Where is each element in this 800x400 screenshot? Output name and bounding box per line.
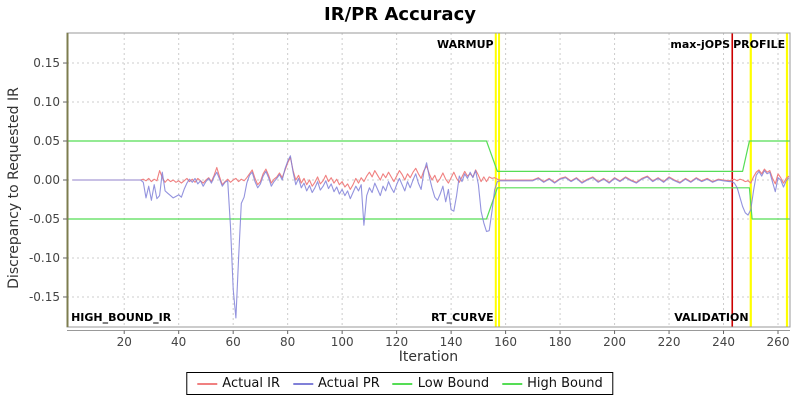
chart-title: IR/PR Accuracy — [324, 4, 476, 25]
y-tick-label: -0.05 — [29, 212, 60, 226]
y-tick-label: 0.05 — [33, 134, 60, 148]
phase-label-max-jops: max-jOPS — [670, 38, 730, 51]
phase-label-profile: PROFILE — [733, 38, 785, 51]
x-tick-label: 180 — [549, 335, 572, 349]
series-actual-pr — [72, 155, 790, 319]
x-tick-label: 120 — [385, 335, 408, 349]
x-tick-label: 200 — [603, 335, 626, 349]
x-tick-label: 100 — [331, 335, 354, 349]
legend-item-high-bound: High Bound — [502, 376, 603, 391]
low-bound-swatch — [392, 382, 413, 385]
legend-label-high-bound: High Bound — [527, 376, 603, 391]
legend-label-actual-pr: Actual PR — [318, 376, 380, 391]
phase-label-warmup: WARMUP — [437, 38, 494, 51]
legend-item-actual-ir: Actual IR — [197, 376, 280, 391]
legend: Actual IR Actual PR Low Bound High Bound — [186, 372, 614, 395]
x-tick-label: 140 — [440, 335, 463, 349]
actual-pr-swatch — [293, 382, 314, 385]
x-tick-label: 60 — [226, 335, 241, 349]
x-tick-label: 220 — [658, 335, 681, 349]
legend-label-actual-ir: Actual IR — [222, 376, 281, 391]
series-low-bound — [68, 187, 790, 220]
phase-label-validation: VALIDATION — [674, 311, 748, 324]
legend-item-low-bound: Low Bound — [392, 376, 490, 391]
x-tick-label: 20 — [117, 335, 132, 349]
phase-label-high-bound-ir: HIGH_BOUND_IR — [71, 311, 172, 324]
y-tick-label: -0.10 — [29, 251, 60, 265]
high-bound-swatch — [502, 382, 523, 385]
y-tick-label: 0.10 — [33, 95, 60, 109]
x-tick-label: 160 — [494, 335, 517, 349]
phase-label-rt-curve: RT_CURVE — [431, 311, 493, 324]
y-tick-label: 0.00 — [33, 173, 60, 187]
actual-ir-swatch — [197, 382, 218, 385]
y-axis-label: Discrepancy to Requested IR — [6, 87, 22, 289]
y-tick-label: -0.15 — [29, 290, 60, 304]
x-tick-label: 80 — [280, 335, 295, 349]
x-tick-label: 40 — [171, 335, 186, 349]
legend-item-actual-pr: Actual PR — [293, 376, 380, 391]
x-axis-label: Iteration — [398, 349, 459, 365]
legend-label-low-bound: Low Bound — [417, 376, 490, 391]
x-tick-label: 260 — [767, 335, 790, 349]
x-tick-label: 240 — [712, 335, 735, 349]
y-tick-label: 0.15 — [33, 56, 60, 70]
series-high-bound — [68, 140, 790, 172]
